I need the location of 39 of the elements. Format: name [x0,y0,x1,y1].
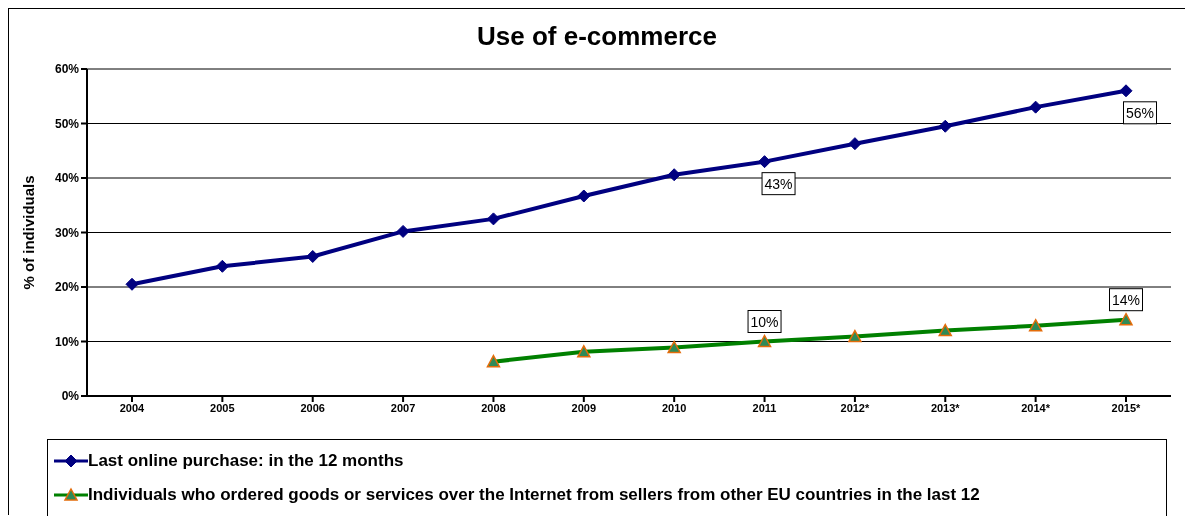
data-label: 56% [1125,104,1155,121]
legend-label: Individuals who ordered goods or services over the Internet from sellers from other EU countries in the last 12 [88,485,980,505]
point [125,277,139,291]
x-tick-label: 2008 [481,401,506,414]
data-label: 43% [764,175,793,192]
point [396,224,410,238]
x-tick-label: 2014* [1021,401,1051,414]
point [938,119,952,133]
x-tick-label: 2005 [210,401,235,414]
x-tick-label: 2004 [119,401,146,414]
y-tick-label: 60% [54,62,80,77]
chart-title: Use of e-commerce [476,21,718,53]
y-axis-title: % of individuals [20,175,38,290]
point [215,259,229,273]
x-tick-label: 2006 [300,401,325,414]
x-tick-label: 2013* [930,401,961,414]
point [667,168,681,182]
x-tick-label: 2010 [661,401,687,414]
x-tick-label: 2011 [752,401,777,414]
data-label: 14% [1111,291,1141,308]
point [848,137,862,151]
y-tick-label: 10% [54,334,80,349]
point [486,212,500,226]
y-tick-label: 20% [54,280,80,295]
x-tick-label: 2015* [1111,401,1142,414]
point [758,155,772,169]
point [1029,100,1043,114]
y-tick-label: 40% [54,171,80,186]
y-tick-label: 0% [61,389,80,404]
y-tick-label: 50% [54,116,80,131]
x-tick-label: 2009 [571,401,597,414]
x-tick-label: 2007 [390,401,416,414]
y-tick-label: 30% [54,225,80,240]
point [1119,84,1133,98]
data-label: 10% [750,313,779,330]
point [306,249,320,263]
x-tick-label: 2012* [840,401,870,414]
legend-label: Last online purchase: in the 12 months [88,451,404,471]
point [577,189,591,203]
